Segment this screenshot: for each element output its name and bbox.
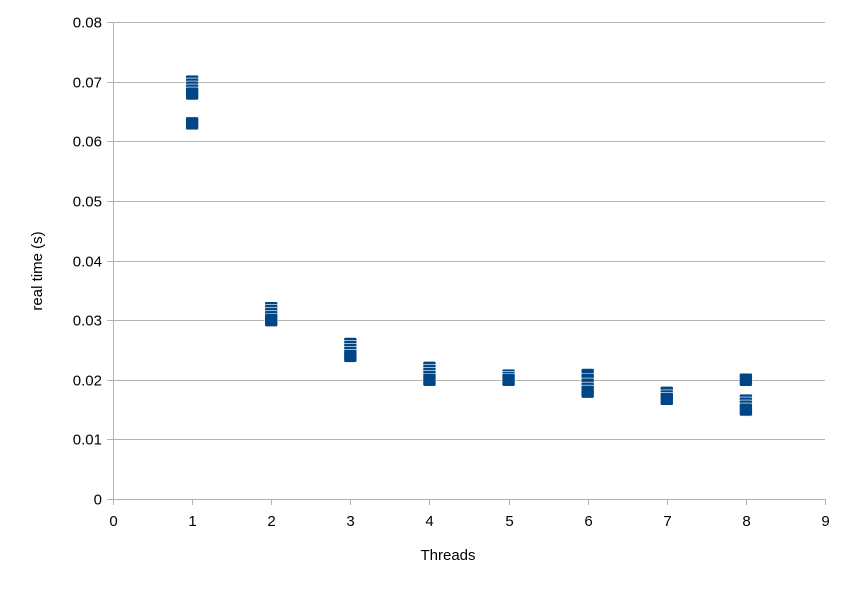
grid-lines <box>113 22 825 440</box>
data-point <box>343 349 358 363</box>
x-tick-label: 1 <box>188 513 196 530</box>
y-tick-label: 0.07 <box>73 75 102 92</box>
x-tick-label: 8 <box>742 513 750 530</box>
data-point <box>185 116 199 131</box>
x-tick-label: 5 <box>505 513 513 530</box>
y-tick-label: 0.06 <box>73 134 102 151</box>
data-point <box>739 402 753 417</box>
y-tick-label: 0.01 <box>73 432 102 449</box>
y-tick-label: 0.05 <box>73 194 102 211</box>
data-point <box>659 392 674 406</box>
data-points <box>185 74 753 417</box>
x-tick-labels: 0 1 2 3 4 5 6 7 8 9 <box>109 513 829 530</box>
x-tick-label: 6 <box>584 513 592 530</box>
x-tick-label: 2 <box>267 513 275 530</box>
x-tick-label: 3 <box>346 513 354 530</box>
data-point <box>580 384 595 399</box>
x-tick-label: 4 <box>425 513 433 530</box>
y-tick-label: 0.04 <box>73 254 102 271</box>
axes <box>107 22 826 505</box>
data-point <box>739 372 753 387</box>
data-point <box>264 313 279 327</box>
y-axis-title: real time (s) <box>29 231 46 310</box>
data-point <box>501 372 516 387</box>
y-tick-label: 0.02 <box>73 373 102 390</box>
y-tick-label: 0 <box>94 492 102 509</box>
data-point <box>185 86 199 101</box>
y-tick-label: 0.03 <box>73 313 102 330</box>
data-point <box>422 372 437 387</box>
x-tick-label: 9 <box>821 513 829 530</box>
x-tick-label: 0 <box>109 513 117 530</box>
x-tick-label: 7 <box>663 513 671 530</box>
y-tick-label: 0.08 <box>73 15 102 32</box>
x-axis-title: Threads <box>420 547 475 564</box>
y-tick-labels: 0 0.01 0.02 0.03 0.04 0.05 0.06 0.07 0.08 <box>73 15 102 509</box>
